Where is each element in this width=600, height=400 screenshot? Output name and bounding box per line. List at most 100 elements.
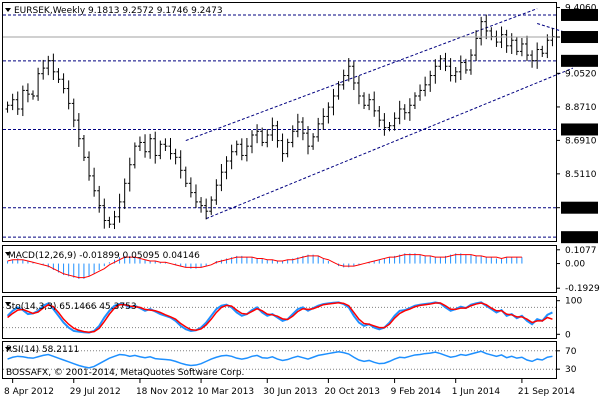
price-axis-label: 9.4060 <box>565 4 597 14</box>
price-axis-label: 8.6910 <box>565 136 597 146</box>
price-bar <box>270 117 275 141</box>
price-bar <box>10 93 15 111</box>
price-bar <box>484 14 489 40</box>
price-bar <box>392 112 397 131</box>
price-label-text: 8.3288 <box>564 204 596 214</box>
price-bar <box>224 156 229 180</box>
channel-line-lower <box>205 67 574 220</box>
rsi-line <box>7 350 553 369</box>
price-bar <box>372 91 377 117</box>
price-bar <box>438 55 443 70</box>
stochastic-dropdown-icon <box>5 302 11 306</box>
stochastic-label: Sto(14,3,3) 65.1466 45.3753 <box>6 302 137 312</box>
price-bar <box>356 75 361 105</box>
price-bar <box>311 133 316 150</box>
price-bar <box>519 38 524 57</box>
price-bar <box>453 66 458 83</box>
rsi-axis-label: 70 <box>565 347 577 357</box>
price-bar <box>249 130 254 154</box>
price-bar <box>540 45 545 57</box>
stochastic-main-line <box>6 301 553 334</box>
price-bar <box>81 135 86 162</box>
price-axis-label: 8.8710 <box>565 103 597 113</box>
price-bar <box>433 59 438 84</box>
macd-axis-label: 0.1077 <box>565 246 597 256</box>
price-bar <box>367 93 372 111</box>
rsi-dropdown-icon <box>5 347 11 351</box>
price-bar <box>504 29 509 53</box>
price-bar <box>468 49 473 75</box>
price-bar <box>143 134 148 158</box>
time-axis-label: 9 Feb 2014 <box>391 387 442 397</box>
price-bar <box>407 98 412 121</box>
price-bar <box>479 16 484 46</box>
time-axis: 8 Apr 2012 29 Jul 2012 18 Nov 2012 10 Mar 2… <box>4 379 575 397</box>
price-bar <box>76 113 81 147</box>
price-bar <box>494 30 499 47</box>
price-bar <box>199 197 204 213</box>
price-bar <box>524 35 529 62</box>
chart-header: EURSEK,Weekly 9.1813 9.2572 9.1746 9.247… <box>5 6 223 16</box>
time-axis-label: 29 Jul 2012 <box>70 387 121 397</box>
symbol-dropdown-icon <box>5 8 11 12</box>
price-bar <box>193 184 198 208</box>
rsi-axis-label: 30 <box>565 365 577 375</box>
stochastic-axis-label: 0 <box>565 330 571 340</box>
price-bar <box>316 117 321 142</box>
time-axis-label: 21 Sep 2014 <box>518 387 575 397</box>
price-bar <box>341 69 346 90</box>
price-bar <box>188 177 193 198</box>
price-bar <box>331 88 336 116</box>
price-label-text: 8.7498 <box>564 125 596 135</box>
price-bar <box>535 42 540 69</box>
price-label-box <box>561 123 598 136</box>
price-bar <box>163 138 168 151</box>
price-label-box <box>561 31 598 44</box>
price-bar <box>402 104 407 120</box>
price-bar <box>306 126 311 155</box>
price-bar <box>219 163 224 192</box>
price-bar <box>5 101 10 113</box>
price-bar <box>280 133 285 162</box>
price-bar <box>214 179 219 205</box>
price-bar <box>36 67 41 101</box>
price-bar <box>87 151 92 181</box>
price-bar <box>326 102 331 124</box>
price-bar <box>46 55 51 76</box>
price-bar <box>239 138 244 161</box>
current-price-tag: 9.3660 9.1191 8.7498 8.3288 8.1702 9.2473 <box>3 8 598 244</box>
channel-line-upper <box>185 8 538 142</box>
price-label-box <box>561 54 598 67</box>
macd-dropdown-icon <box>5 252 11 256</box>
rsi-label: RSI(14) 58.2111 <box>6 345 79 355</box>
price-label-text: 9.3660 <box>564 11 596 21</box>
price-bar <box>209 196 214 215</box>
price-bar <box>545 34 550 59</box>
price-label-box <box>561 8 598 21</box>
price-bar <box>514 36 519 56</box>
price-bar <box>275 120 280 148</box>
price-bar <box>474 30 479 62</box>
price-bar <box>285 138 290 158</box>
price-bar <box>255 124 260 144</box>
price-bar <box>183 166 188 188</box>
price-bar <box>20 85 25 117</box>
price-bar <box>132 142 137 169</box>
macd-plot: 0.1077 0.00 -0.1929 <box>7 246 600 294</box>
price-panel-frame <box>2 2 557 242</box>
rsi-plot: 70 30 <box>3 347 577 375</box>
price-bar <box>321 108 326 130</box>
stochastic-axis-label: 100 <box>565 297 582 307</box>
price-bar <box>382 113 387 136</box>
price-bar <box>102 198 107 229</box>
price-axis-label: 8.5110 <box>565 170 597 180</box>
price-bar <box>387 122 392 132</box>
chart-title: EURSEK,Weekly 9.1813 9.2572 9.1746 9.247… <box>14 6 223 16</box>
price-bar <box>127 157 132 192</box>
price-bars <box>5 14 555 230</box>
price-bar <box>92 167 97 197</box>
price-bar <box>97 185 102 213</box>
price-label-text: 9.2473 <box>564 33 596 43</box>
